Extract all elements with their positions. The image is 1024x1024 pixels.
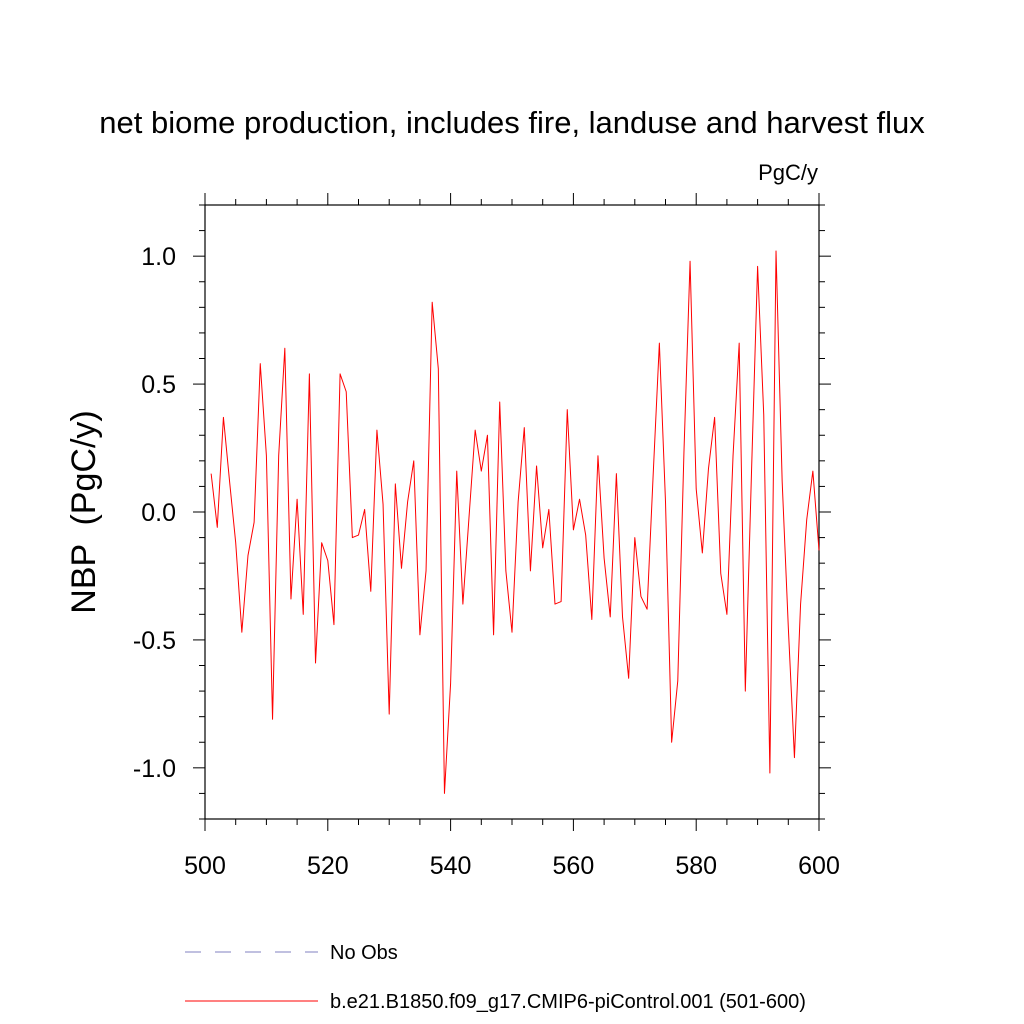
series-layer <box>210 250 820 794</box>
y-tick-label: 0.0 <box>141 499 176 527</box>
y-tick-label: -1.0 <box>133 755 176 783</box>
x-tick-label: 520 <box>307 852 349 880</box>
y-axis-label: NBP (PgC/y) <box>65 410 103 613</box>
series-line-model-0 <box>210 250 820 794</box>
legend: No Obs b.e21.B1850.f09_g17.CMIP6-piContr… <box>185 942 806 1013</box>
y-tick-label: 0.5 <box>141 371 176 399</box>
legend-label-no-obs: No Obs <box>330 942 398 964</box>
y-tick-label: -0.5 <box>133 627 176 655</box>
axis-ticks <box>193 193 831 831</box>
units-label: PgC/y <box>758 160 818 185</box>
chart-title: net biome production, includes fire, lan… <box>99 105 925 140</box>
axis-tick-labels: 500 520 540 560 580 600 -1.0 -0.5 0.0 0.5 1.0 <box>133 243 840 880</box>
x-tick-label: 500 <box>184 852 226 880</box>
plot-frame <box>204 204 820 820</box>
x-tick-label: 560 <box>553 852 595 880</box>
x-tick-label: 540 <box>430 852 472 880</box>
x-tick-label: 600 <box>798 852 840 880</box>
x-tick-label: 580 <box>675 852 717 880</box>
y-tick-label: 1.0 <box>141 243 176 271</box>
legend-label-model: b.e21.B1850.f09_g17.CMIP6-piControl.001 … <box>330 991 806 1013</box>
